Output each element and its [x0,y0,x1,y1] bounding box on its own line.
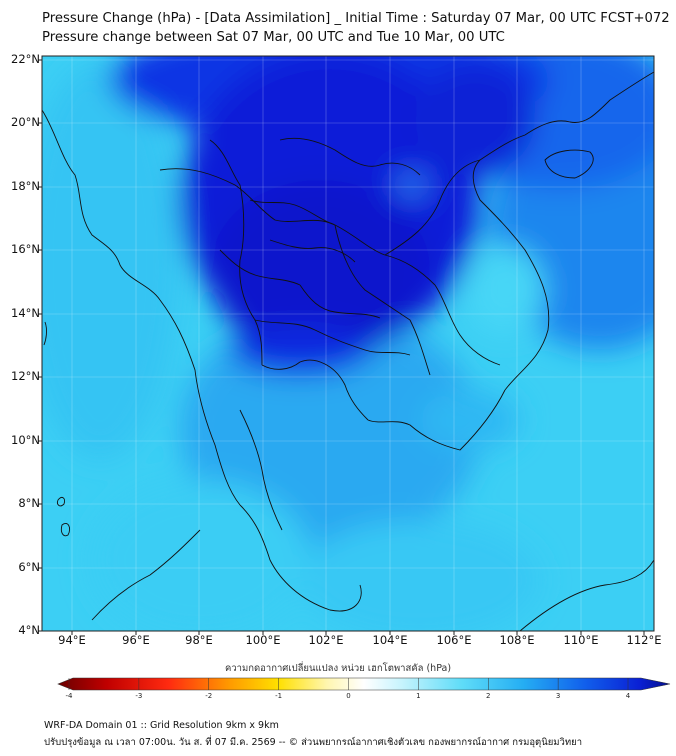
graticule [42,56,654,631]
colorbar-tick-label: -1 [275,692,283,700]
colorbar-tick-label: -3 [135,692,143,700]
colorbar-title: ความกดอากาศเปลี่ยนแปลง หน่วย เฮกโตพาสคัล… [224,663,452,674]
axis-ticks [38,59,645,635]
lat-label: 18°N [11,179,40,193]
lon-label: 102°E [308,633,344,647]
lon-label: 96°E [122,633,150,647]
lon-label: 110°E [563,633,599,647]
lat-label: 12°N [11,369,40,383]
colorbar-tick-label: -4 [65,692,73,700]
lat-label: 14°N [11,306,40,320]
lat-label: 16°N [11,242,40,256]
map-title: Pressure Change (hPa) - [Data Assimilati… [42,11,670,26]
lat-label: 6°N [18,560,40,574]
colorbar-tick-label: 3 [555,692,561,700]
lon-label: 112°E [626,633,662,647]
colorbar-tick-label: -2 [205,692,213,700]
colorbar-tick-label: 2 [486,692,491,700]
map-frame [41,55,655,632]
lat-label: 10°N [11,433,40,447]
lat-label: 4°N [18,623,40,637]
lon-label: 108°E [499,633,535,647]
lat-label: 8°N [18,496,40,510]
colorbar-tick-label: 1 [416,692,421,700]
lon-label: 100°E [245,633,281,647]
lat-label: 22°N [11,52,40,66]
pressure-change-map [38,55,655,635]
colorbar-tick-label: 4 [625,692,631,700]
lon-label: 104°E [372,633,408,647]
colorbar-ramp [57,677,671,691]
map-subtitle: Pressure change between Sat 07 Mar, 00 U… [42,30,505,45]
footer-domain-info: WRF-DA Domain 01 :: Grid Resolution 9km … [44,720,279,731]
lon-label: 94°E [58,633,86,647]
lat-label: 20°N [11,115,40,129]
footer-update-info: ปรับปรุงข้อมูล ณ เวลา 07:00น. วัน ส. ที่… [44,737,583,748]
lon-label: 98°E [185,633,213,647]
colorbar-tick-label: 0 [346,692,351,700]
lon-label: 106°E [436,633,472,647]
coastlines [42,71,654,631]
colorbar-ticks [68,678,629,690]
